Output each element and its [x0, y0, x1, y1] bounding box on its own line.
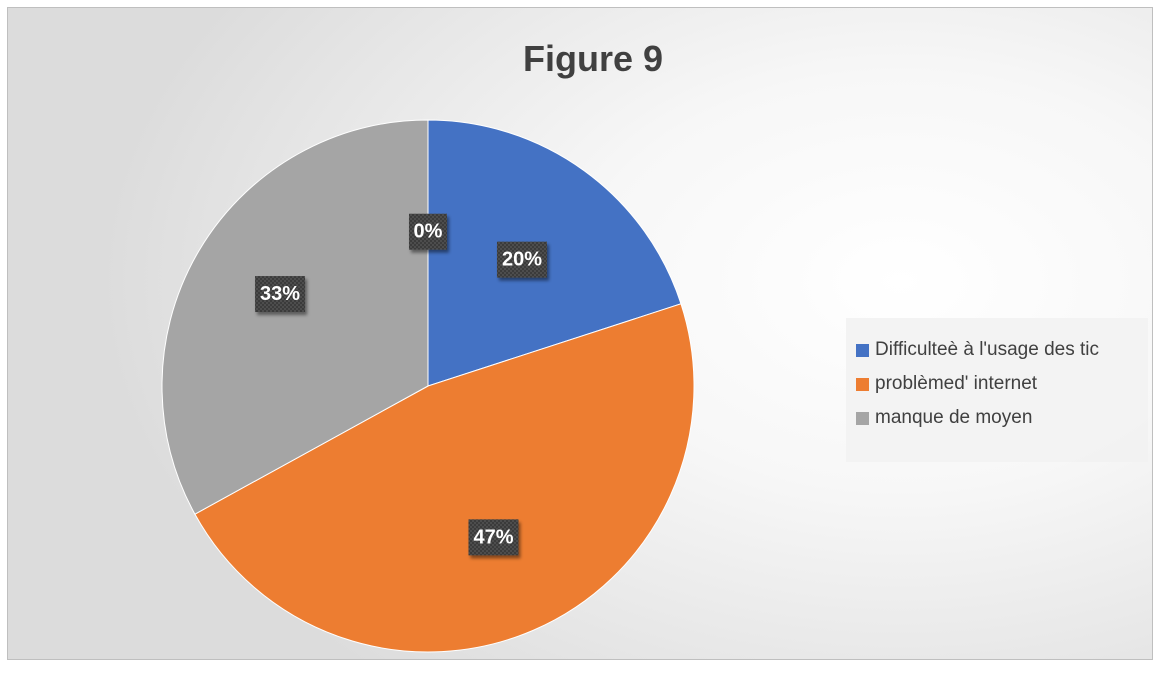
- pie-data-label: 0%: [409, 213, 447, 250]
- pie-data-label-box: [496, 241, 547, 278]
- pie-data-label: 20%: [496, 241, 547, 278]
- legend: Difficulteè à l'usage des tic problèmed'…: [846, 318, 1148, 462]
- legend-label: manque de moyen: [875, 407, 1033, 428]
- pie-chart: 20% 47% 33% 0%: [161, 119, 695, 653]
- pie-data-labels: 20% 47% 33% 0%: [255, 213, 547, 556]
- pie-data-label-text: 0%: [414, 221, 443, 243]
- legend-label: problèmed' internet: [875, 373, 1038, 394]
- pie-slices: [161, 119, 695, 653]
- legend-label: Difficulteè à l'usage des tic: [875, 339, 1100, 360]
- legend-item-difficulte[interactable]: Difficulteè à l'usage des tic: [846, 333, 1148, 367]
- pie-data-label: 33%: [255, 276, 306, 313]
- legend-swatch: [856, 411, 869, 425]
- pie-data-label-box: [468, 519, 519, 556]
- chart-area: Figure 9 20% 47% 33% 0% Difficulteè à l'usa…: [7, 7, 1153, 660]
- pie-slice-probleme-internet[interactable]: [194, 303, 695, 653]
- pie-data-label-text: 33%: [260, 283, 300, 305]
- pie-data-label: 47%: [468, 519, 519, 556]
- pie-data-label-box: [255, 276, 306, 313]
- pie-slice-difficulte[interactable]: [427, 119, 682, 387]
- legend-swatch: [856, 343, 869, 357]
- legend-swatch: [856, 377, 869, 391]
- pie-data-label-text: 20%: [502, 249, 542, 271]
- pie-data-label-box: [409, 213, 447, 250]
- legend-item-manque-moyen[interactable]: manque de moyen: [846, 401, 1148, 435]
- pie-slice-manque-moyen[interactable]: [161, 119, 429, 515]
- pie-data-label-text: 47%: [473, 526, 513, 548]
- chart-title: Figure 9: [522, 38, 664, 79]
- legend-item-probleme-internet[interactable]: problèmed' internet: [846, 367, 1148, 401]
